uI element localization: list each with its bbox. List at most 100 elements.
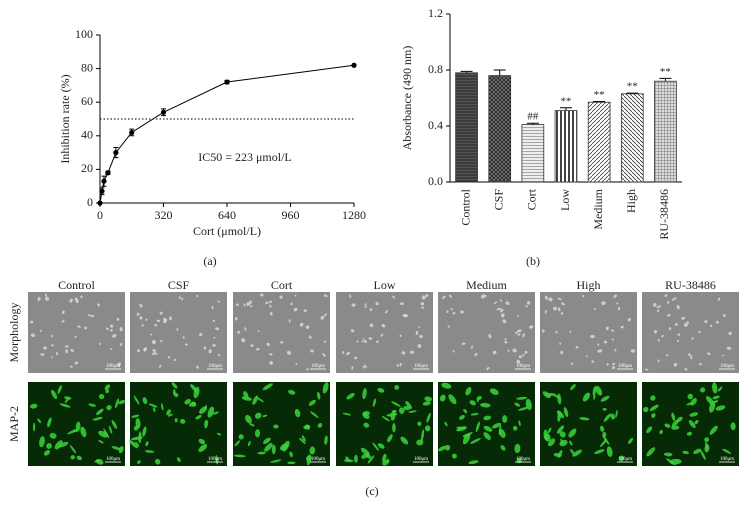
cell (611, 338, 614, 341)
cell (611, 329, 615, 332)
cell (656, 305, 659, 309)
cell (709, 401, 716, 413)
cell (667, 300, 670, 305)
bar (455, 72, 478, 183)
cell (57, 385, 62, 394)
cell (269, 304, 272, 308)
cell (243, 303, 246, 307)
cell (159, 340, 163, 343)
cell (666, 458, 676, 466)
cell (64, 345, 69, 348)
cell (262, 383, 273, 391)
cell (392, 295, 396, 299)
cell (689, 412, 699, 417)
cell (163, 318, 167, 324)
cell (178, 296, 181, 299)
cell (579, 417, 590, 421)
cell (144, 450, 155, 453)
cell (449, 294, 452, 298)
scale-label: 100μm (106, 457, 120, 462)
x-tick-label: Control (458, 188, 472, 225)
cell (704, 320, 708, 324)
cell (677, 333, 681, 336)
cell (75, 421, 81, 432)
column-label: Low (374, 278, 396, 292)
micrograph-background (28, 292, 125, 373)
cell (217, 354, 221, 357)
cell (698, 331, 701, 334)
cell (570, 362, 574, 365)
cell (560, 312, 564, 315)
cell (286, 350, 292, 355)
cell (713, 400, 719, 403)
cell (675, 363, 678, 366)
cell (613, 294, 617, 298)
cell (470, 412, 479, 416)
cell (504, 340, 508, 344)
cell (544, 309, 547, 314)
cell (690, 397, 697, 406)
x-tick-label: Cort (525, 188, 539, 210)
cell (118, 400, 126, 405)
significance-label: ** (594, 89, 605, 101)
cell (417, 344, 422, 348)
cell (559, 342, 562, 345)
cell (263, 437, 271, 445)
cell (95, 458, 104, 465)
y-tick-label: 60 (81, 94, 93, 108)
cell (518, 407, 529, 411)
cell (30, 333, 35, 338)
cell (270, 459, 282, 463)
micrograph: 100μm (233, 292, 330, 373)
cell (349, 294, 352, 299)
micrograph-background (130, 292, 227, 373)
cell (671, 412, 676, 421)
cell (401, 351, 406, 355)
cell (694, 419, 699, 425)
scale-label: 100μm (720, 457, 734, 462)
cell (109, 329, 113, 332)
cell (620, 326, 623, 329)
bar (554, 110, 578, 183)
cell (238, 434, 244, 440)
cell (717, 386, 723, 392)
cell (88, 403, 96, 407)
cell (603, 413, 611, 422)
cell (171, 382, 178, 389)
cell (37, 418, 42, 424)
cell (419, 334, 423, 339)
data-point (160, 109, 167, 115)
y-axis-label: Inhibition rate (%) (58, 74, 72, 163)
cell (650, 395, 656, 401)
cell (712, 382, 718, 394)
cell (322, 382, 329, 394)
cell (438, 445, 447, 452)
cell (119, 342, 123, 346)
cell (514, 402, 521, 407)
cell (381, 324, 386, 328)
column-label: Cort (271, 278, 293, 292)
cell (570, 449, 575, 455)
cell (684, 367, 688, 371)
cell (699, 387, 706, 393)
cell (396, 364, 399, 367)
error-bar (493, 69, 506, 76)
cell (33, 422, 36, 432)
cell (381, 415, 390, 422)
cell (139, 303, 143, 308)
cell (80, 295, 83, 299)
cell (683, 322, 688, 327)
cell (553, 306, 557, 311)
annotation: IC50 = 223 μmol/L (198, 150, 292, 164)
cell (657, 338, 660, 343)
cell (137, 460, 141, 464)
cell (110, 324, 114, 328)
significance-label: ** (561, 95, 572, 107)
cell (664, 423, 671, 428)
cell (90, 314, 95, 318)
cell (196, 365, 199, 369)
cell (668, 327, 672, 331)
cell (594, 449, 605, 454)
cell (515, 331, 519, 335)
cell (494, 301, 497, 305)
